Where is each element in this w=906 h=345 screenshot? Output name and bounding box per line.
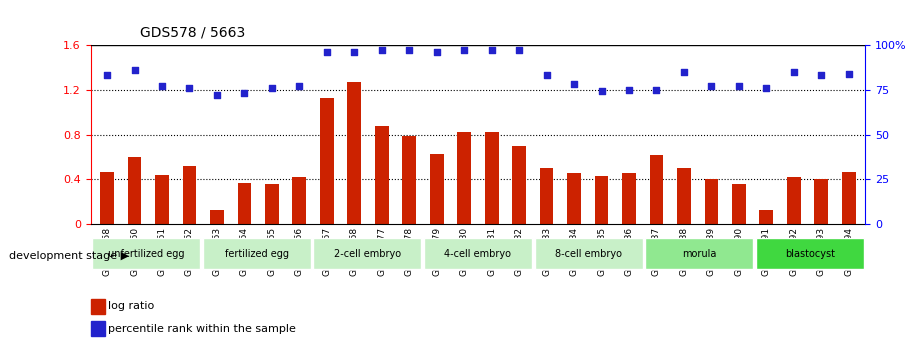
FancyBboxPatch shape [313, 238, 421, 269]
FancyBboxPatch shape [424, 238, 532, 269]
Bar [155, 175, 169, 224]
Text: 2-cell embryo: 2-cell embryo [333, 249, 400, 258]
Point [567, 81, 582, 87]
Point [209, 92, 224, 98]
Point [677, 69, 691, 75]
Bar [347, 82, 361, 224]
Text: GDS578 / 5663: GDS578 / 5663 [140, 26, 246, 40]
Bar [91, 299, 104, 314]
Bar [210, 210, 224, 224]
Point [786, 69, 801, 75]
Bar [375, 126, 389, 224]
Point [402, 48, 417, 53]
Point [594, 89, 609, 94]
Point [842, 71, 856, 76]
Text: development stage ▶: development stage ▶ [9, 251, 130, 261]
Point [704, 83, 718, 89]
Point [182, 85, 197, 91]
Point [429, 49, 444, 55]
Bar [650, 155, 663, 224]
Bar [814, 179, 828, 224]
Bar [842, 171, 855, 224]
Bar [429, 154, 444, 224]
Point [512, 48, 526, 53]
Bar [183, 166, 197, 224]
Point [759, 85, 774, 91]
FancyBboxPatch shape [756, 238, 863, 269]
Bar [732, 184, 746, 224]
Bar [677, 168, 690, 224]
Bar [512, 146, 526, 224]
Text: fertilized egg: fertilized egg [225, 249, 289, 258]
Text: unfertilized egg: unfertilized egg [108, 249, 184, 258]
Bar [265, 184, 279, 224]
Bar [458, 132, 471, 224]
Text: 4-cell embryo: 4-cell embryo [445, 249, 511, 258]
Bar [320, 98, 333, 224]
Text: log ratio: log ratio [109, 301, 155, 311]
Text: 8-cell embryo: 8-cell embryo [555, 249, 622, 258]
Point [128, 67, 142, 73]
Bar [91, 321, 104, 336]
Bar [567, 173, 581, 224]
Point [814, 72, 828, 78]
Point [292, 83, 306, 89]
FancyBboxPatch shape [203, 238, 311, 269]
Text: morula: morula [682, 249, 717, 258]
FancyBboxPatch shape [645, 238, 753, 269]
Point [539, 72, 554, 78]
Point [237, 90, 252, 96]
Text: percentile rank within the sample: percentile rank within the sample [109, 324, 296, 334]
Point [485, 48, 499, 53]
Text: blastocyst: blastocyst [785, 249, 835, 258]
Point [347, 49, 361, 55]
Point [155, 83, 169, 89]
Point [265, 85, 279, 91]
Bar [787, 177, 801, 224]
Bar [622, 173, 636, 224]
Bar [237, 183, 251, 224]
Point [622, 87, 636, 92]
Bar [759, 210, 773, 224]
FancyBboxPatch shape [92, 238, 200, 269]
Point [320, 49, 334, 55]
Point [650, 87, 664, 92]
Bar [485, 132, 498, 224]
Bar [293, 177, 306, 224]
Bar [705, 179, 718, 224]
Point [457, 48, 471, 53]
Bar [128, 157, 141, 224]
Point [100, 72, 114, 78]
Bar [402, 136, 416, 224]
Point [374, 48, 389, 53]
FancyBboxPatch shape [535, 238, 642, 269]
Bar [540, 168, 554, 224]
Point [732, 83, 747, 89]
Bar [101, 171, 114, 224]
Bar [594, 176, 609, 224]
